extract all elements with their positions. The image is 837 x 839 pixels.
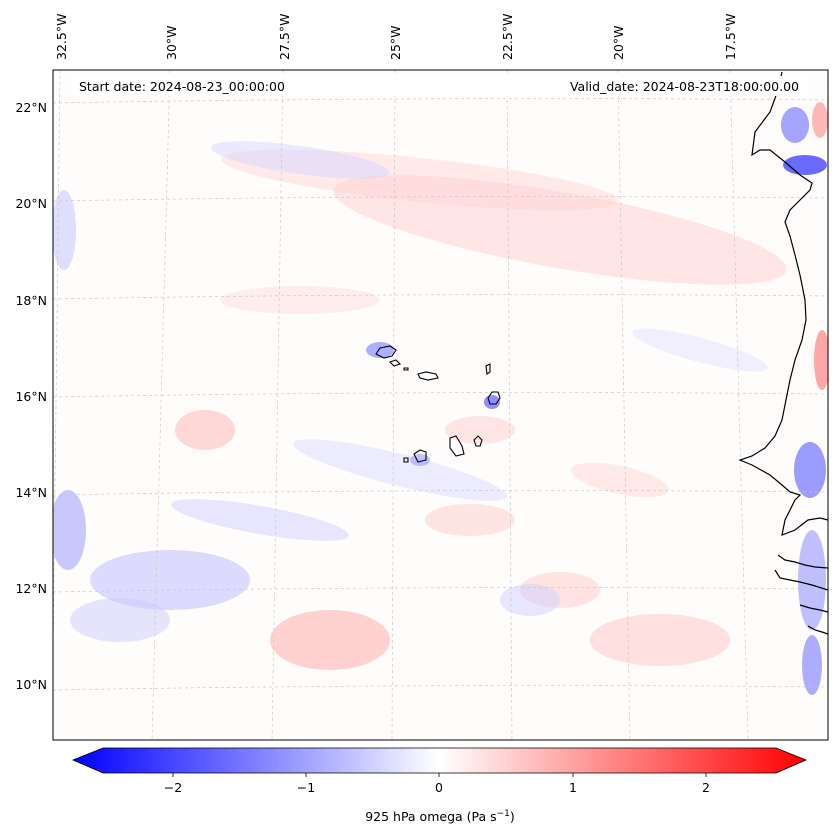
colorbar-tick-label: 0 (435, 780, 443, 795)
colorbar-tick-label: 2 (702, 780, 710, 795)
colorbar-tick-label: 1 (569, 780, 577, 795)
lon-label: 17.5°W (723, 14, 738, 60)
lon-label: 22.5°W (500, 14, 515, 60)
colorbar-bar (71, 747, 808, 774)
colorbar-label-sup: −1 (497, 809, 510, 819)
valid-date-label: Valid_date: 2024-08-23T18:00:00.00 (570, 79, 799, 94)
colorbar-label: 925 hPa omega (Pa s−1) (365, 809, 515, 824)
lat-label: 20°N (15, 196, 47, 211)
lat-label: 18°N (15, 293, 47, 308)
colorbar-label-main: 925 hPa omega (Pa s (365, 809, 496, 824)
colorbar-label-end: ) (510, 809, 515, 824)
lon-label: 20°W (611, 25, 626, 60)
longitude-labels: 32.5°W 30°W 27.5°W 25°W 22.5°W 20°W 17.5… (54, 14, 738, 60)
omega-field (53, 102, 828, 695)
lat-label: 22°N (15, 100, 47, 115)
colorbar: −2 −1 0 1 2 925 hPa omega (Pa s−1) (71, 747, 808, 824)
lat-label: 14°N (15, 485, 47, 500)
lon-label: 25°W (388, 25, 403, 60)
start-date-label: Start date: 2024-08-23_00:00:00 (79, 79, 285, 94)
lat-label: 16°N (15, 389, 47, 404)
colorbar-tick-label: −1 (297, 780, 315, 795)
cape-verde-islands (375, 345, 501, 463)
latitude-labels: 22°N 20°N 18°N 16°N 14°N 12°N 10°N (15, 100, 47, 692)
lon-label: 30°W (164, 25, 179, 60)
header-strip (72, 76, 809, 96)
map-frame (52, 69, 829, 741)
colorbar-tick-label: −2 (164, 780, 182, 795)
coastline (738, 71, 828, 635)
lon-label: 32.5°W (54, 14, 69, 60)
map-panel: Start date: 2024-08-23_00:00:00 Valid_da… (52, 69, 829, 741)
lat-label: 12°N (15, 581, 47, 596)
colorbar-ticks (172, 773, 707, 777)
lat-label: 10°N (15, 677, 47, 692)
lon-label: 27.5°W (277, 14, 292, 60)
